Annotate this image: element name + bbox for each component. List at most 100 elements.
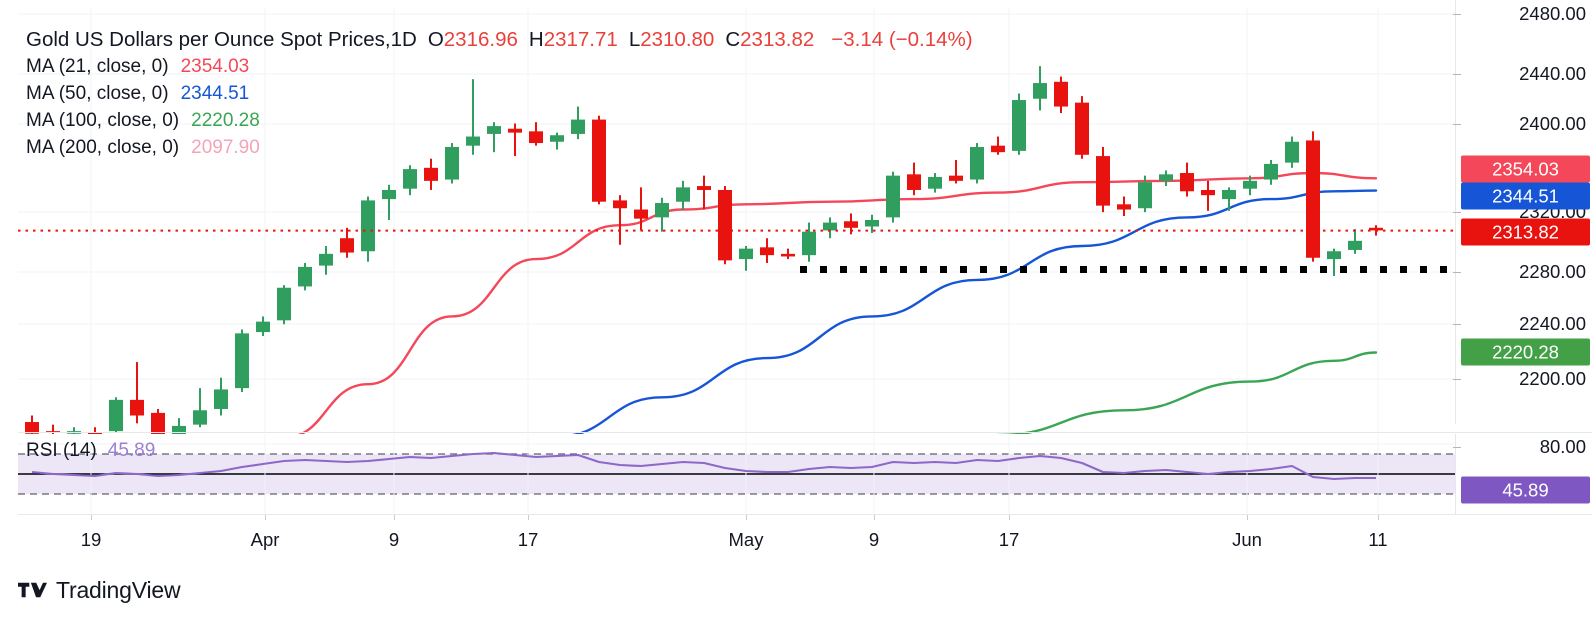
ma100-line xyxy=(996,351,1378,437)
candle-body xyxy=(1138,182,1152,209)
candle-body xyxy=(193,410,207,425)
price-axis-tick xyxy=(1453,272,1461,273)
candle-body xyxy=(319,253,333,266)
candle-body xyxy=(739,248,753,260)
candle-body xyxy=(634,209,648,219)
time-axis-tick xyxy=(1247,515,1248,520)
candle-body xyxy=(865,219,879,227)
last-price-badge[interactable]: 2313.82 xyxy=(1461,218,1590,246)
candle-body xyxy=(214,389,228,409)
candle-body xyxy=(1054,81,1068,107)
candle-body xyxy=(1264,163,1278,180)
candle-body xyxy=(1075,102,1089,155)
candle-body xyxy=(46,431,60,433)
time-axis-label: May xyxy=(728,529,764,550)
time-axis-label: 9 xyxy=(868,529,880,550)
price-axis-label: 2200.00 xyxy=(1519,368,1586,389)
candle-body xyxy=(340,238,354,253)
candle-body xyxy=(949,175,963,181)
candle-body xyxy=(466,136,480,146)
footer-branding[interactable]: TradingView xyxy=(18,570,181,610)
price-axis-tick xyxy=(1453,74,1461,75)
time-axis-divider xyxy=(18,514,1592,515)
candle-body xyxy=(235,333,249,389)
candle-body xyxy=(382,189,396,200)
price-axis-tick xyxy=(1453,212,1461,213)
rsi-legend[interactable]: RSI (14) 45.89 xyxy=(26,440,155,462)
time-axis-tick xyxy=(91,515,92,520)
candle-body xyxy=(802,231,816,256)
price-axis-label: 2240.00 xyxy=(1519,313,1586,334)
time-axis-label: Jun xyxy=(1232,529,1262,550)
price-chart-pane[interactable] xyxy=(18,8,1455,446)
candle-body xyxy=(151,412,165,437)
price-axis-label: 2480.00 xyxy=(1519,3,1586,24)
time-axis-tick xyxy=(394,515,395,520)
time-axis-tick xyxy=(746,515,747,520)
candle-body xyxy=(844,221,858,228)
candle-body xyxy=(487,126,501,134)
candle-body xyxy=(508,128,522,133)
rsi-axis-label: 80.00 xyxy=(1539,436,1586,457)
candle-body xyxy=(886,175,900,218)
time-axis-tick xyxy=(1378,515,1379,520)
candle-body xyxy=(592,119,606,202)
time-scale-axis[interactable]: 19 Apr 9 17 May 9 17 Jun 11 xyxy=(18,515,1455,559)
candle-body xyxy=(109,399,123,432)
rsi-axis-tick xyxy=(1453,447,1461,448)
candle-body xyxy=(529,131,543,144)
candle-body xyxy=(424,167,438,181)
candle-body xyxy=(25,422,39,434)
candle-body xyxy=(1327,251,1341,260)
price-axis-label: 2400.00 xyxy=(1519,113,1586,134)
rsi-value-badge[interactable]: 45.89 xyxy=(1461,476,1590,504)
time-axis-label: Apr xyxy=(250,529,280,550)
candle-body xyxy=(1159,174,1173,181)
ma21-line xyxy=(282,171,1378,439)
candle-body xyxy=(697,186,711,190)
rsi-line xyxy=(31,451,1376,481)
candle-body xyxy=(1117,204,1131,210)
ma50-line xyxy=(555,189,1378,438)
candle-body xyxy=(823,222,837,231)
candle-body xyxy=(970,146,984,180)
tradingview-wordmark: TradingView xyxy=(56,576,181,603)
candle-body xyxy=(172,425,186,436)
time-axis-tick xyxy=(265,515,266,520)
candle-body xyxy=(1033,83,1047,99)
candle-body xyxy=(655,203,669,218)
candle-body xyxy=(1012,100,1026,151)
rsi-chart-canvas xyxy=(18,434,1455,514)
time-axis-tick xyxy=(874,515,875,520)
candle-body xyxy=(718,189,732,261)
candle-body xyxy=(1222,189,1236,200)
candle-body xyxy=(676,187,690,202)
candle-body xyxy=(1348,240,1362,250)
candle-body xyxy=(760,247,774,256)
rsi-axis-border xyxy=(1455,434,1456,514)
time-axis-tick xyxy=(528,515,529,520)
price-axis-label: 2440.00 xyxy=(1519,63,1586,84)
candle-body xyxy=(403,169,417,189)
tradingview-logo-icon xyxy=(18,582,47,598)
time-axis-label: 11 xyxy=(1368,529,1388,550)
ma50-price-badge[interactable]: 2344.51 xyxy=(1461,182,1590,210)
price-axis-label: 2280.00 xyxy=(1519,261,1586,282)
pane-divider xyxy=(18,432,1592,433)
candle-body xyxy=(907,174,921,190)
ma100-price-badge[interactable]: 2220.28 xyxy=(1461,338,1590,366)
rsi-indicator-pane[interactable] xyxy=(18,434,1455,514)
price-axis-tick xyxy=(1453,379,1461,380)
rsi-scale-axis[interactable]: 80.00 45.89 xyxy=(1453,434,1592,514)
candle-body xyxy=(1243,180,1257,189)
price-axis-tick xyxy=(1453,324,1461,325)
price-scale-axis[interactable]: 2480.00 2440.00 2400.00 2320.00 2280.00 2240.… xyxy=(1453,0,1592,432)
time-axis-label: 19 xyxy=(80,529,102,550)
candle-body xyxy=(991,145,1005,153)
rsi-label: RSI (14) xyxy=(26,440,97,461)
candle-body xyxy=(613,200,627,209)
candlestick-series xyxy=(25,66,1383,442)
candle-body xyxy=(1285,141,1299,163)
ma21-price-badge[interactable]: 2354.03 xyxy=(1461,155,1590,183)
